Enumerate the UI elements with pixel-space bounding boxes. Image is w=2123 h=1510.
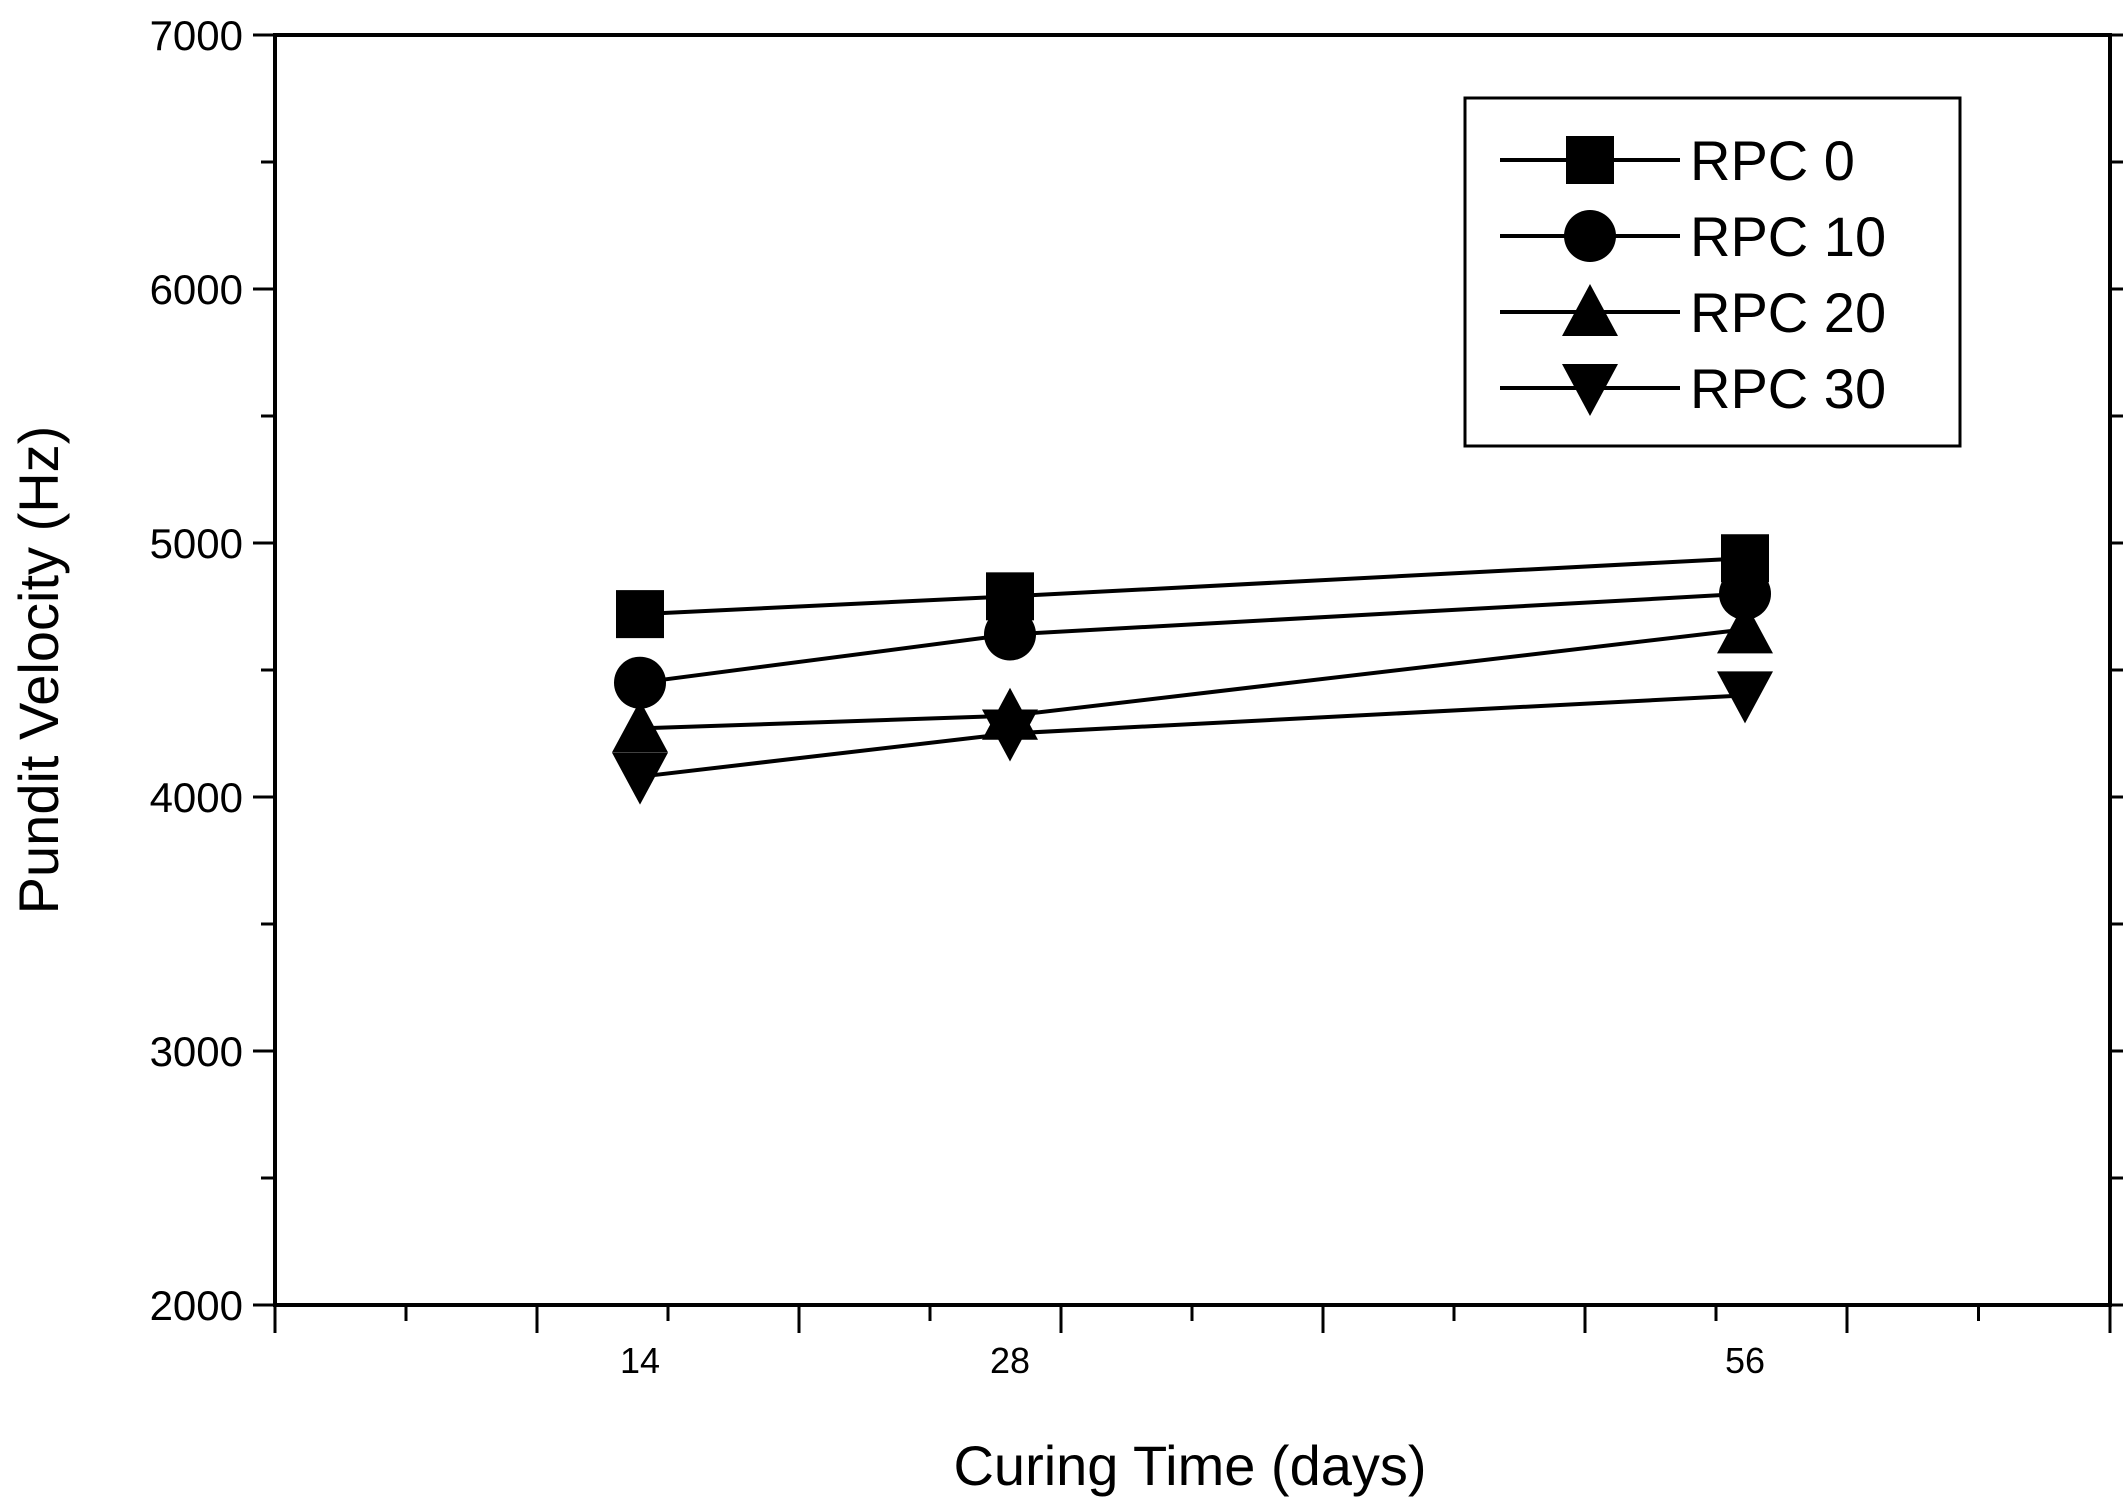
legend-label-rpc-10: RPC 10 [1690,205,1886,268]
legend-marker-rpc-20 [1562,284,1618,336]
rpc-20-point [1717,601,1773,654]
rpc-10-point [1719,567,1771,620]
rpc-0-point [616,590,664,639]
x-axis-title: Curing Time (days) [953,1434,1426,1497]
rpc-30-point [612,752,668,805]
y-tick-label: 2000 [150,1282,243,1329]
y-tick-label: 6000 [150,266,243,313]
rpc-20-line-segment [1009,627,1746,718]
series-markers [612,534,1773,805]
rpc-20-point [612,700,668,753]
x-tick-labels: 14 28 56 [620,1340,1765,1381]
rpc-10-line-segment [639,632,1011,685]
rpc-0-line-segment [1009,556,1746,599]
rpc-30-line-segment [639,731,1011,779]
rpc-30-point [982,709,1038,762]
rpc-0-line-segment [639,594,1011,617]
axis-ticks [253,33,2123,1333]
plot-frame [273,33,2112,1307]
x-tick-label: 14 [620,1340,660,1381]
legend: RPC 0 RPC 10 RPC 20 RPC 30 [1463,96,1962,448]
legend-marker-rpc-10 [1564,210,1616,262]
y-tick-label: 4000 [150,774,243,821]
rpc-30-line-segment [1009,693,1746,736]
x-tick-label: 28 [990,1340,1030,1381]
y-tick-label: 7000 [150,12,243,59]
series-lines [639,556,1746,779]
rpc-10-point [984,608,1036,661]
legend-marker-rpc-30 [1562,364,1618,416]
y-tick-label: 3000 [150,1028,243,1075]
y-tick-labels: 2000 3000 4000 5000 6000 7000 [150,12,243,1329]
rpc-10-line-segment [1009,591,1746,637]
legend-label-rpc-20: RPC 20 [1690,281,1886,344]
legend-label-rpc-30: RPC 30 [1690,357,1886,420]
legend-marker-rpc-0 [1566,136,1614,184]
rpc-20-line-segment [639,713,1011,731]
y-axis-title: Pundit Velocity (Hz) [7,426,70,915]
rpc-10-point [614,656,666,709]
legend-label-rpc-0: RPC 0 [1690,129,1855,192]
rpc-30-point [1717,671,1773,724]
y-tick-label: 5000 [150,520,243,567]
x-tick-label: 56 [1725,1340,1765,1381]
